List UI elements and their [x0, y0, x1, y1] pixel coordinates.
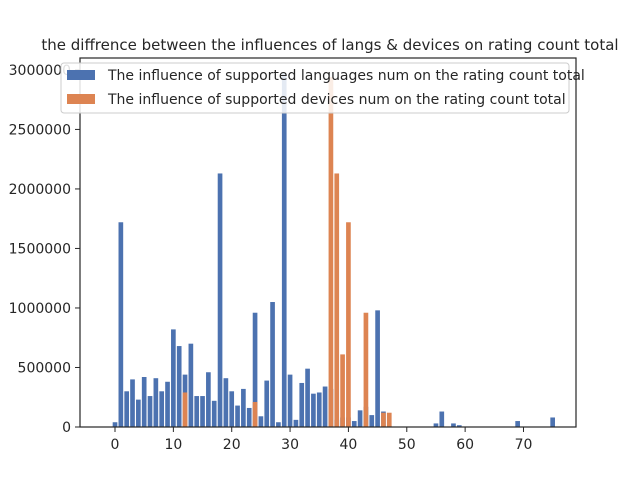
bar-s1-x38 — [334, 173, 340, 427]
bar-s0-x4 — [136, 399, 141, 427]
bar-s1-x43 — [363, 312, 369, 427]
bar-s0-x10 — [171, 329, 176, 427]
bar-s0-x24 — [252, 312, 258, 427]
bar-s0-x5 — [141, 377, 147, 427]
bar-s0-x21 — [235, 405, 240, 427]
chart-title: the diffrence between the influences of … — [41, 36, 618, 54]
bar-s0-x8 — [159, 391, 165, 427]
legend-swatch-devices — [67, 94, 95, 104]
legend-label-devices: The influence of supported devices num o… — [107, 92, 566, 108]
bar-s0-x13 — [188, 343, 194, 427]
y-tick-label: 2500000 — [9, 122, 71, 138]
bar-s0-x9 — [165, 381, 170, 427]
bar-s0-x29 — [281, 73, 287, 428]
bar-s0-x1 — [118, 222, 124, 427]
bar-s0-x35 — [316, 392, 322, 427]
bar-s0-x20 — [229, 391, 235, 427]
bar-s1-x46 — [381, 412, 386, 427]
x-tick-label: 20 — [223, 437, 241, 453]
legend-swatch-languages — [67, 70, 95, 80]
bar-s0-x19 — [223, 378, 229, 427]
legend: The influence of supported languages num… — [60, 62, 585, 114]
bar-s0-x25 — [258, 416, 264, 427]
x-tick-label: 60 — [456, 437, 474, 453]
bars-layer — [112, 73, 555, 428]
bar-s0-x56 — [439, 411, 445, 427]
bar-s0-x14 — [194, 396, 200, 427]
legend-frame — [60, 62, 570, 114]
y-tick-label: 1000000 — [9, 301, 71, 317]
bar-s0-x22 — [241, 388, 246, 427]
bar-s0-x30 — [287, 374, 293, 427]
y-tick-label: 3000000 — [9, 63, 71, 79]
bar-s0-x55 — [433, 423, 439, 427]
bar-s1-x40 — [346, 222, 351, 427]
bar-s0-x3 — [130, 379, 135, 427]
bar-s0-x58 — [451, 423, 456, 427]
y-tick-label: 2000000 — [9, 182, 71, 198]
bar-s1-x37 — [328, 77, 334, 427]
bar-s0-x28 — [276, 422, 281, 427]
bar-s0-x36 — [322, 386, 328, 427]
x-tick-label: 30 — [281, 437, 299, 453]
bar-s0-x17 — [211, 400, 217, 427]
bar-s0-x6 — [147, 396, 153, 427]
bar-s0-x75 — [550, 417, 555, 427]
legend-label-languages: The influence of supported languages num… — [107, 68, 585, 84]
x-tick-label: 40 — [340, 437, 358, 453]
bar-s0-x11 — [176, 346, 182, 427]
bar-s0-x2 — [124, 391, 130, 427]
axes-layer: 0 10 20 30 40 50 60 70 0 500000 1000000 1500000 2000… — [9, 57, 577, 453]
y-tick-label: 1500000 — [9, 241, 71, 257]
bar-s0-x32 — [299, 382, 305, 427]
bar-s1-x12 — [182, 392, 188, 427]
bar-s0-x69 — [515, 421, 520, 427]
bar-s0-x44 — [369, 415, 375, 427]
bar-s0-x23 — [246, 407, 252, 427]
bar-s1-x24 — [252, 402, 258, 427]
x-tick-label: 70 — [515, 437, 533, 453]
bar-s0-x0 — [112, 422, 118, 427]
bar-s0-x16 — [206, 372, 211, 427]
bar-s0-x45 — [375, 310, 380, 427]
bar-s1-x39 — [340, 354, 345, 427]
bar-s0-x15 — [200, 396, 205, 427]
bar-s0-x33 — [305, 368, 310, 427]
bar-s0-x42 — [357, 410, 363, 427]
plot-frame — [79, 57, 577, 428]
x-tick-label: 50 — [398, 437, 416, 453]
x-tick-label: 10 — [164, 437, 182, 453]
bar-s0-x26 — [264, 380, 270, 427]
bar-s0-x18 — [217, 173, 223, 427]
x-tick-label: 0 — [111, 437, 120, 453]
bar-s0-x41 — [351, 421, 357, 427]
bar-s1-x47 — [386, 412, 392, 427]
bar-s0-x31 — [293, 419, 299, 427]
bar-s0-x34 — [311, 393, 316, 427]
y-tick-label: 0 — [62, 420, 71, 436]
bar-s0-x59 — [456, 425, 462, 427]
y-tick-label: 500000 — [18, 360, 71, 376]
bar-s0-x27 — [270, 302, 275, 427]
bar-s0-x7 — [153, 378, 159, 427]
